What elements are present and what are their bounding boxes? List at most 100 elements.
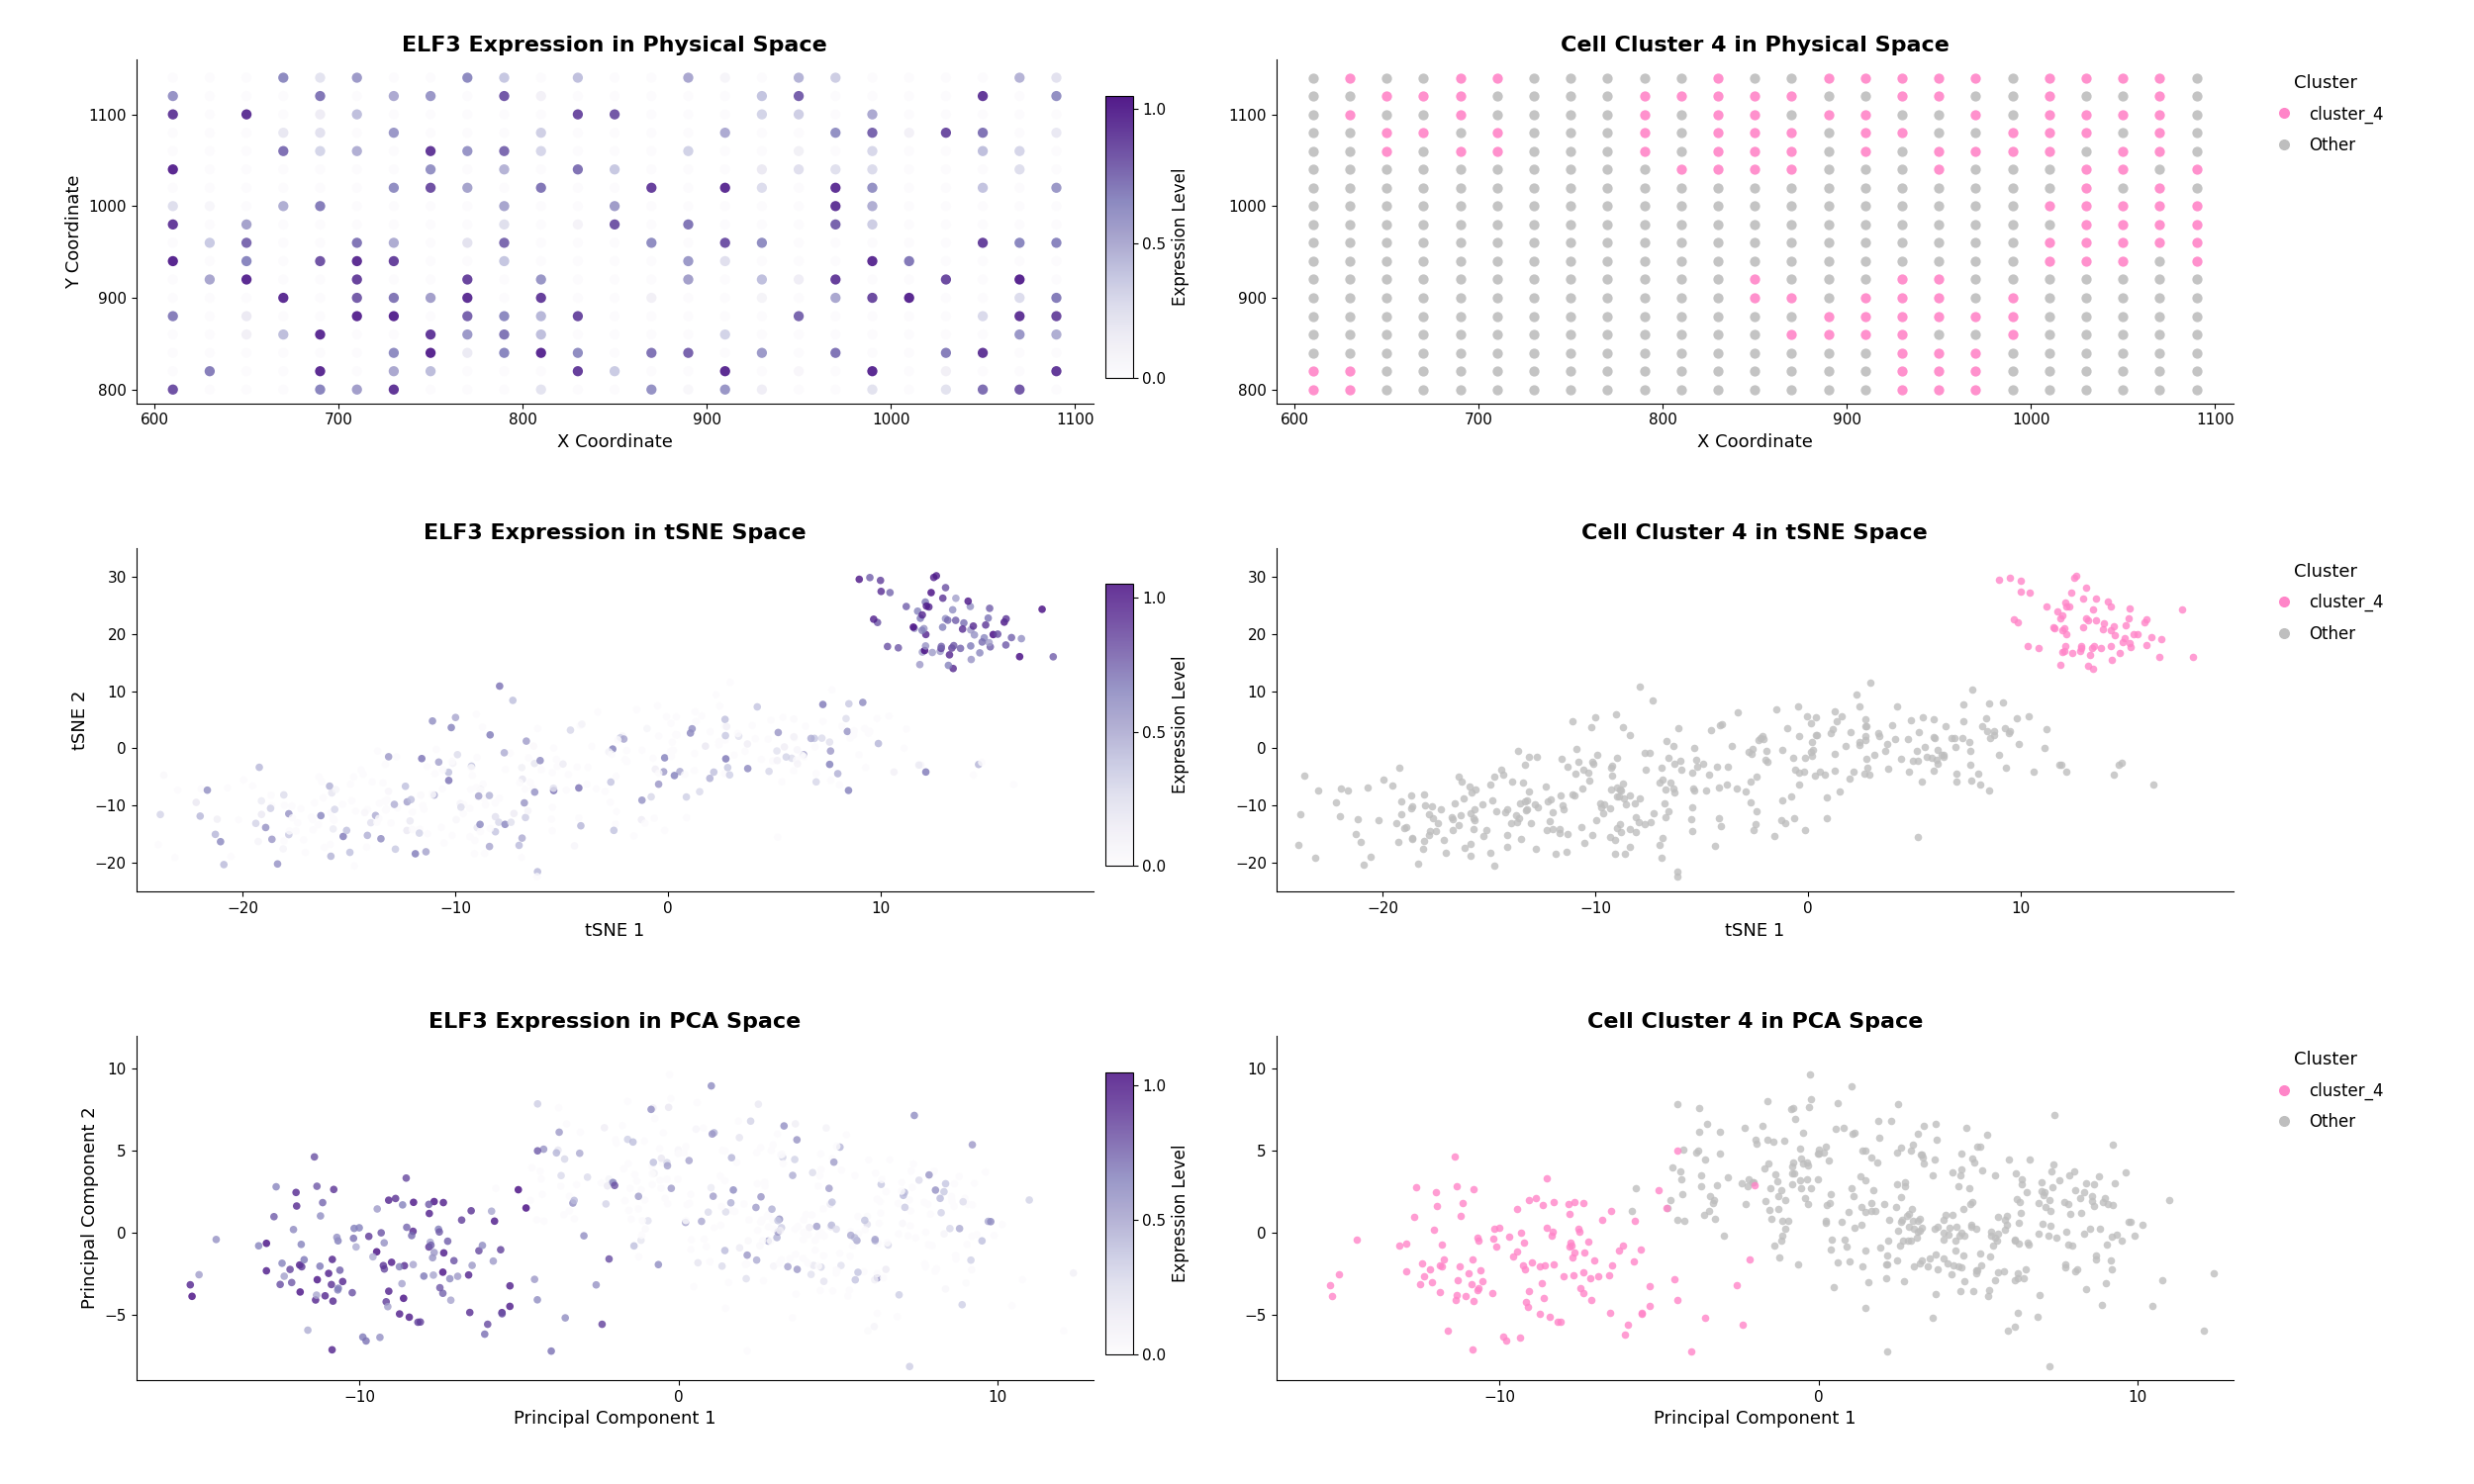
- Point: [1514, 85, 1554, 108]
- Point: [1868, 1244, 1907, 1267]
- Point: [1734, 120, 1774, 144]
- Point: [1037, 304, 1076, 328]
- Point: [668, 85, 708, 108]
- Point: [591, 1171, 631, 1195]
- Point: [1405, 794, 1445, 818]
- Point: [411, 267, 450, 291]
- Point: [228, 322, 267, 346]
- Point: [1697, 359, 1737, 383]
- Point: [2066, 157, 2105, 181]
- Point: [485, 267, 524, 291]
- Point: [779, 157, 819, 181]
- Point: [421, 1220, 460, 1244]
- Point: [1455, 818, 1494, 841]
- Point: [2048, 1193, 2088, 1217]
- Point: [559, 177, 599, 200]
- Point: [1620, 787, 1660, 810]
- Point: [631, 249, 670, 273]
- Point: [725, 1192, 764, 1215]
- Point: [265, 232, 304, 255]
- Point: [2135, 773, 2175, 797]
- Point: [1779, 724, 1818, 748]
- Point: [411, 85, 450, 108]
- Point: [554, 834, 594, 858]
- Point: [2140, 120, 2180, 144]
- Point: [631, 359, 670, 383]
- Point: [861, 568, 901, 592]
- Point: [485, 157, 524, 181]
- Point: [1697, 120, 1737, 144]
- Point: [562, 712, 601, 736]
- Point: [846, 1208, 886, 1232]
- Point: [1905, 1114, 1945, 1138]
- Point: [1957, 322, 1997, 346]
- Point: [854, 341, 893, 365]
- Point: [816, 1258, 856, 1282]
- Point: [925, 85, 965, 108]
- Point: [411, 212, 450, 236]
- Point: [1625, 286, 1665, 310]
- Point: [190, 177, 230, 200]
- Point: [1952, 678, 1992, 702]
- Point: [1984, 1208, 2024, 1232]
- Point: [863, 1266, 903, 1290]
- Point: [1989, 1149, 2029, 1172]
- Point: [705, 761, 745, 785]
- Point: [720, 724, 760, 748]
- Point: [1645, 791, 1685, 815]
- Point: [522, 212, 562, 236]
- Point: [522, 1183, 562, 1206]
- Point: [962, 359, 1002, 383]
- Point: [854, 65, 893, 89]
- Point: [930, 1217, 970, 1241]
- Point: [339, 1215, 379, 1239]
- Point: [1853, 1146, 1893, 1169]
- Point: [730, 1208, 769, 1232]
- Point: [2103, 177, 2142, 200]
- Point: [559, 65, 599, 89]
- Point: [1544, 794, 1583, 818]
- Point: [1910, 1247, 1950, 1270]
- Point: [1937, 1214, 1977, 1238]
- Point: [772, 1306, 811, 1330]
- Point: [737, 1248, 777, 1272]
- Point: [1294, 232, 1333, 255]
- Point: [1625, 139, 1665, 163]
- Point: [1638, 1178, 1677, 1202]
- Point: [1366, 359, 1405, 383]
- Point: [1989, 1319, 2029, 1343]
- Point: [1957, 139, 1997, 163]
- Point: [515, 781, 554, 804]
- Point: [522, 359, 562, 383]
- Point: [336, 65, 376, 89]
- Point: [280, 1252, 319, 1276]
- Point: [631, 120, 670, 144]
- Point: [559, 85, 599, 108]
- Point: [1331, 85, 1371, 108]
- Point: [522, 177, 562, 200]
- Point: [1734, 267, 1774, 291]
- Point: [366, 797, 406, 821]
- Point: [522, 304, 562, 328]
- Point: [2177, 359, 2217, 383]
- X-axis label: X Coordinate: X Coordinate: [1697, 433, 1813, 451]
- Point: [1551, 267, 1591, 291]
- Point: [228, 102, 267, 126]
- Point: [485, 120, 524, 144]
- Point: [858, 1261, 898, 1285]
- Point: [1927, 1251, 1967, 1275]
- Point: [1403, 212, 1442, 236]
- Point: [1477, 286, 1517, 310]
- Point: [1497, 810, 1536, 834]
- Point: [1833, 1120, 1873, 1144]
- Point: [725, 739, 764, 763]
- Point: [693, 1122, 732, 1146]
- Point: [332, 1281, 371, 1304]
- Point: [2140, 378, 2180, 402]
- Point: [945, 611, 985, 635]
- Point: [742, 65, 782, 89]
- Point: [594, 177, 633, 200]
- Point: [1341, 830, 1380, 853]
- Point: [648, 1095, 688, 1119]
- Point: [987, 634, 1027, 657]
